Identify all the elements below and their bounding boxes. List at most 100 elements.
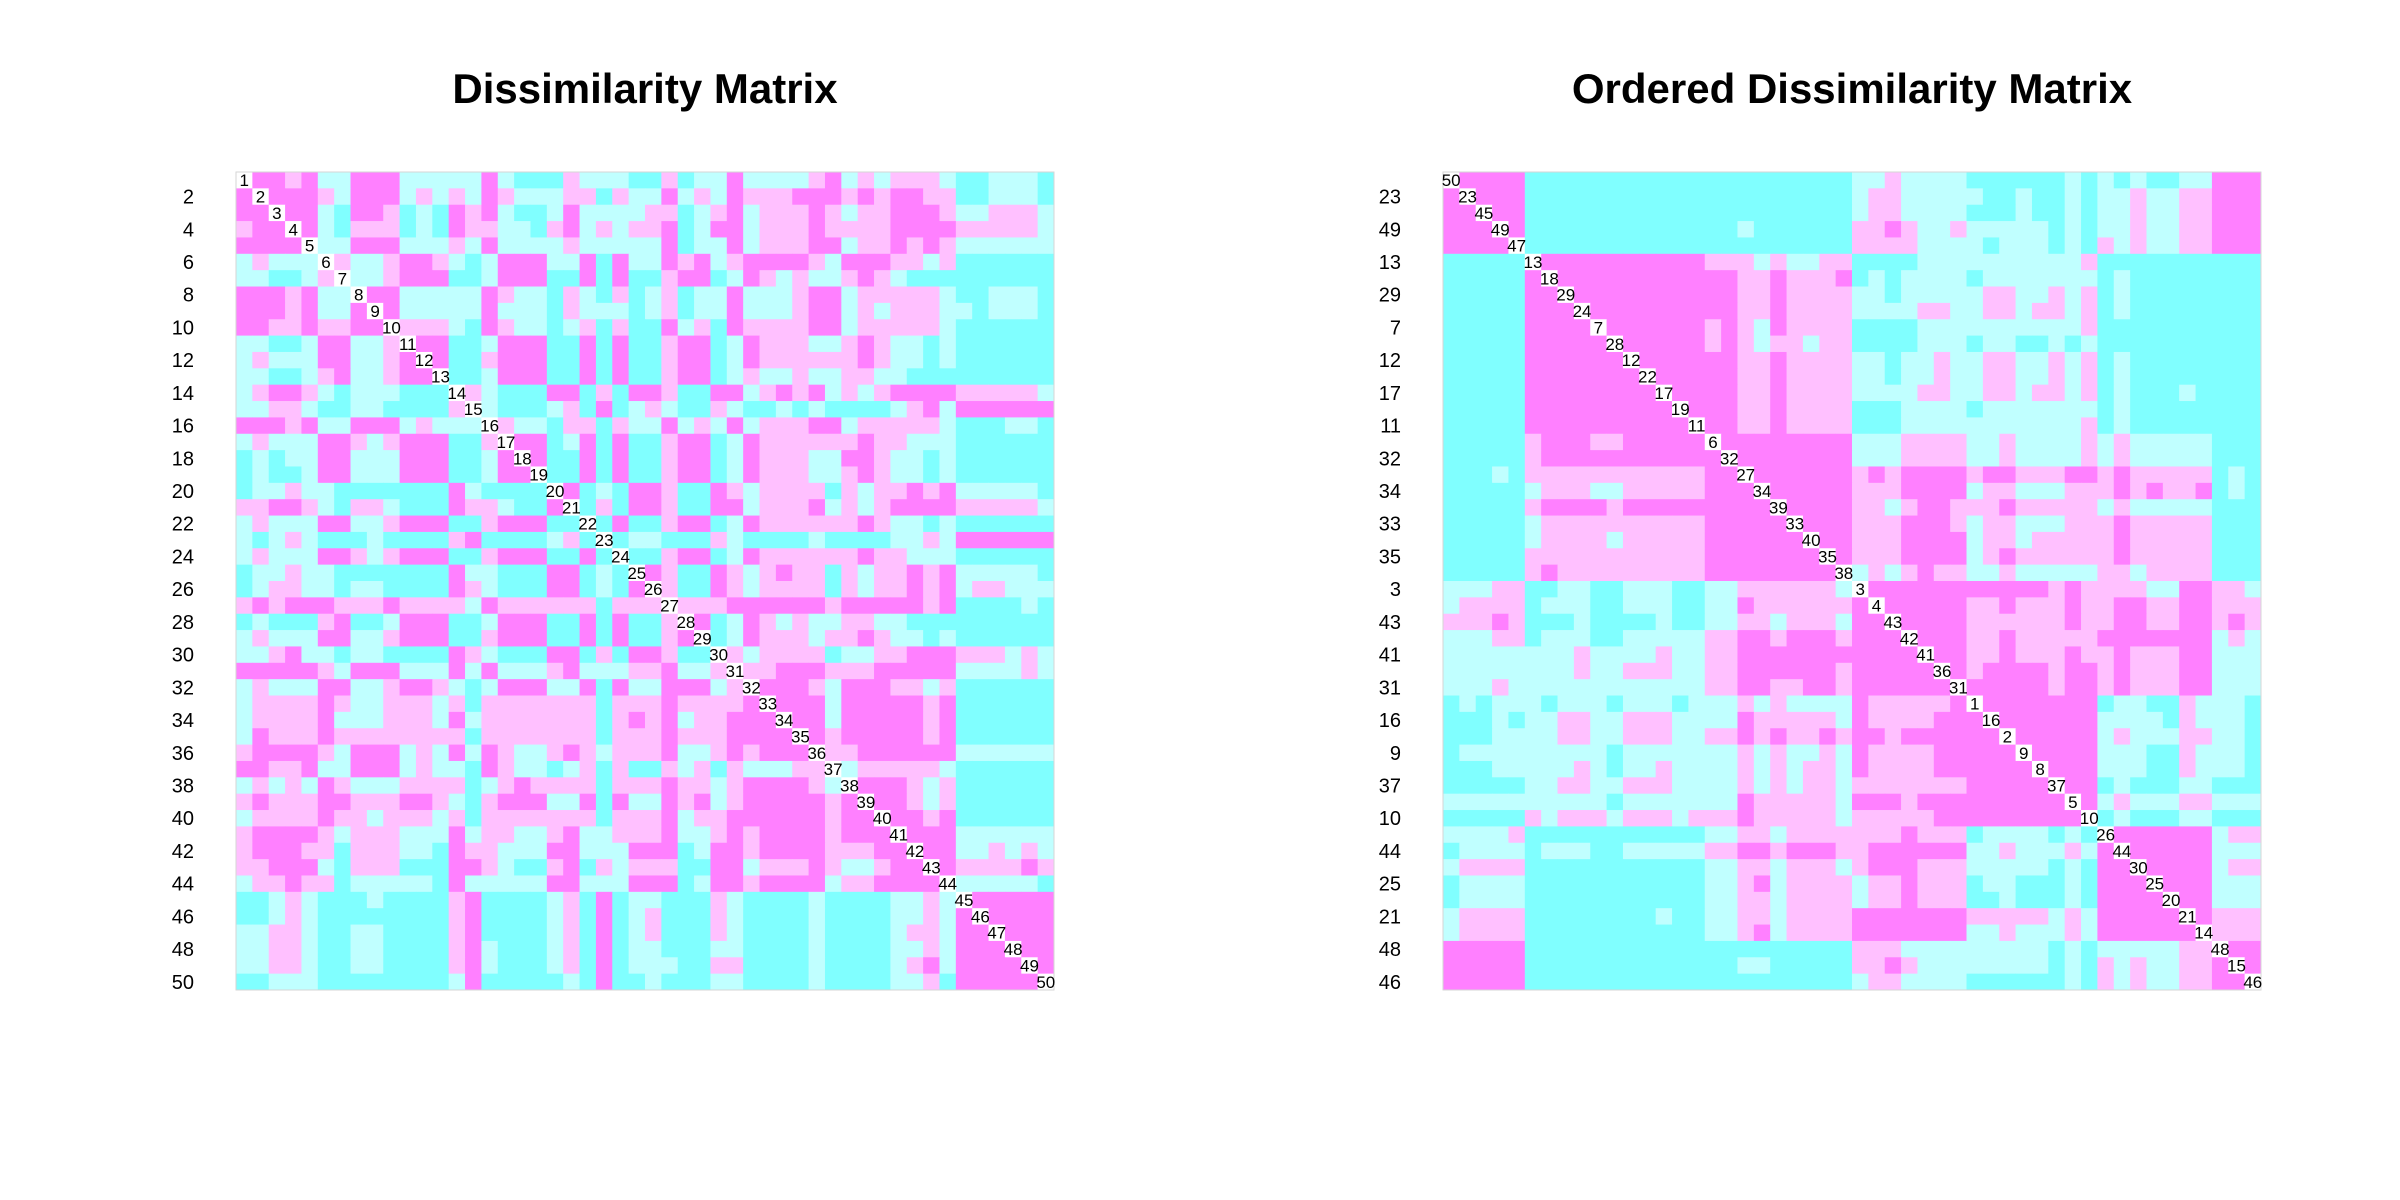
heatmap-cell: [628, 973, 646, 991]
heatmap-cell: [677, 286, 695, 304]
heatmap-cell: [546, 859, 564, 876]
heatmap-cell: [874, 466, 891, 484]
heatmap-cell: [1819, 613, 1837, 631]
heatmap-cell: [1852, 810, 1869, 827]
heatmap-cell: [563, 679, 580, 696]
heatmap-cell: [579, 531, 597, 549]
heatmap-cell: [595, 940, 613, 958]
heatmap-cell: [383, 597, 400, 615]
heatmap-cell: [1541, 646, 1558, 664]
heatmap-cell: [1999, 842, 2016, 860]
heatmap-cell: [808, 319, 826, 336]
heatmap-cell: [1443, 646, 1460, 664]
heatmap-cell: [1917, 286, 1935, 304]
heatmap-cell: [497, 646, 515, 664]
heatmap-cell: [1459, 548, 1477, 566]
heatmap-cell: [366, 597, 384, 615]
heatmap-cell: [988, 728, 1006, 745]
heatmap-cell: [317, 188, 335, 206]
heatmap-cell: [2179, 597, 2196, 615]
heatmap-cell: [236, 630, 253, 647]
heatmap-cell: [2146, 728, 2164, 745]
heatmap-cell: [595, 744, 613, 762]
heatmap-cell: [923, 188, 940, 206]
heatmap-cell: [366, 515, 384, 533]
heatmap-cell: [2130, 253, 2147, 271]
heatmap-cell: [530, 597, 548, 615]
heatmap-cell: [285, 270, 302, 287]
heatmap-cell: [1852, 548, 1869, 566]
heatmap-cell: [972, 204, 989, 222]
heatmap-cell: [2097, 286, 2115, 304]
heatmap-cell: [1655, 384, 1673, 402]
heatmap-cell: [1868, 908, 1886, 925]
heatmap-cell: [1021, 597, 1039, 615]
heatmap-cell: [824, 499, 842, 516]
heatmap-cell: [694, 646, 711, 664]
heatmap-cell: [1606, 744, 1624, 762]
heatmap-cell: [677, 515, 695, 533]
heatmap-cell: [1917, 581, 1935, 598]
heatmap-cell: [1786, 253, 1804, 271]
heatmap-cell: [1950, 744, 1967, 762]
heatmap-cell: [824, 630, 842, 647]
heatmap-cell: [317, 450, 335, 467]
heatmap-cell: [268, 368, 286, 386]
heatmap-cell: [236, 973, 253, 991]
heatmap-cell: [415, 973, 433, 991]
heatmap-cell: [1557, 368, 1575, 386]
heatmap-cell: [1884, 826, 1902, 844]
heatmap-cell: [1443, 466, 1460, 484]
heatmap-cell: [1475, 581, 1493, 598]
heatmap-cell: [1639, 188, 1657, 206]
heatmap-cell: [1917, 499, 1935, 516]
heatmap-cell: [2081, 940, 2098, 958]
heatmap-cell: [2015, 662, 2033, 680]
heatmap-cell: [2064, 335, 2082, 353]
heatmap-cell: [1688, 564, 1706, 582]
heatmap-cell: [285, 973, 302, 991]
heatmap-cell: [1884, 401, 1902, 418]
heatmap-cell: [1901, 842, 1918, 860]
heatmap-cell: [1573, 826, 1591, 844]
heatmap-cell: [775, 302, 793, 320]
heatmap-cell: [2146, 646, 2164, 664]
heatmap-cell: [334, 826, 351, 844]
heatmap-cell: [955, 335, 973, 353]
heatmap-cell: [1573, 253, 1591, 271]
heatmap-cell: [514, 253, 531, 271]
heatmap-cell: [743, 319, 760, 336]
heatmap-cell: [546, 924, 564, 942]
heatmap-cell: [2064, 548, 2082, 566]
heatmap-cell: [1704, 630, 1722, 647]
heatmap-cell: [317, 826, 335, 844]
heatmap-cell: [595, 319, 613, 336]
heatmap-cell: [874, 777, 891, 795]
heatmap-cell: [2179, 875, 2196, 893]
heatmap-cell: [301, 957, 319, 975]
heatmap-cell: [792, 401, 809, 418]
heatmap-cell: [1639, 237, 1657, 255]
heatmap-cell: [1672, 302, 1689, 320]
heatmap-cell: [1704, 940, 1722, 958]
heatmap-cell: [268, 973, 286, 991]
heatmap-cell: [268, 564, 286, 582]
heatmap-cell: [2244, 793, 2262, 811]
heatmap-cell: [2081, 204, 2098, 222]
heatmap-cell: [1672, 237, 1689, 255]
heatmap-cell: [792, 450, 809, 467]
heatmap-cell: [1590, 433, 1607, 451]
heatmap-cell: [1524, 433, 1542, 451]
heatmap-cell: [563, 515, 580, 533]
heatmap-cell: [1443, 711, 1460, 729]
heatmap-cell: [1852, 793, 1869, 811]
heatmap-cell: [824, 384, 842, 402]
heatmap-cell: [2015, 515, 2033, 533]
heatmap-cell: [465, 335, 482, 353]
heatmap-cell: [775, 940, 793, 958]
heatmap-cell: [1037, 531, 1055, 549]
heatmap-cell: [808, 662, 826, 680]
heatmap-cell: [1770, 793, 1787, 811]
heatmap-cell: [988, 384, 1006, 402]
heatmap-cell: [1852, 302, 1869, 320]
